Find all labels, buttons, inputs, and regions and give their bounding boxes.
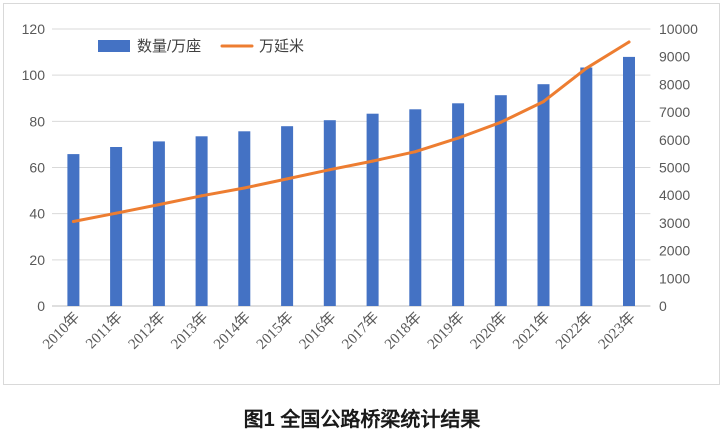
right-axis-tick-label-2000: 2000 (659, 243, 690, 259)
left-axis-tick-label-40: 40 (29, 206, 45, 222)
legend: 数量/万座 万延米 (98, 38, 304, 55)
line-point-2022 (584, 66, 588, 70)
right-axis-tick-label-4000: 4000 (659, 187, 690, 203)
chart-frame (3, 3, 720, 385)
left-axis-tick-label-100: 100 (22, 67, 46, 83)
line-point-2020 (499, 120, 503, 124)
left-axis-tick-label-0: 0 (37, 298, 45, 314)
right-axis-tick-labels: 0 1000 2000 3000 4000 5000 6000 7000 8000 9000 100… (659, 21, 698, 314)
bar-2022 (580, 67, 593, 306)
right-axis-tick-label-3000: 3000 (659, 215, 690, 231)
left-axis-tick-label-120: 120 (22, 21, 46, 37)
bar-2012 (152, 141, 165, 306)
left-axis-tick-label-80: 80 (29, 113, 45, 129)
bar-2015 (281, 126, 294, 306)
right-axis-tick-label-8000: 8000 (659, 76, 690, 92)
line-point-2013 (200, 194, 204, 198)
line-point-2011 (114, 211, 118, 215)
line-point-2019 (456, 136, 460, 140)
bar-2020 (494, 95, 507, 306)
line-point-2017 (371, 159, 375, 163)
bar-2011 (110, 147, 123, 306)
legend-label-line: 万延米 (259, 38, 304, 55)
right-axis-tick-label-7000: 7000 (659, 104, 690, 120)
left-axis-tick-label-20: 20 (29, 252, 45, 268)
bar-2013 (195, 136, 208, 306)
bar-2010 (67, 154, 80, 306)
right-axis-tick-label-9000: 9000 (659, 49, 690, 65)
bar-2019 (452, 103, 465, 306)
right-axis-tick-label-6000: 6000 (659, 132, 690, 148)
left-axis-tick-labels: 0 20 40 60 80 100 120 (22, 21, 46, 314)
bar-series (67, 56, 635, 307)
bar-2014 (238, 131, 251, 306)
right-axis-tick-label-10000: 10000 (659, 21, 698, 37)
bar-2021 (537, 84, 550, 306)
right-axis-tick-label-5000: 5000 (659, 160, 690, 176)
line-point-2023 (627, 40, 631, 44)
line-point-2010 (71, 220, 75, 223)
bar-2017 (366, 113, 379, 306)
legend-swatch-bar (98, 40, 130, 52)
left-axis-tick-label-60: 60 (29, 160, 45, 176)
line-point-2018 (413, 150, 417, 154)
line-point-2016 (328, 168, 332, 172)
line-point-2015 (285, 177, 289, 181)
right-axis-tick-label-1000: 1000 (659, 270, 690, 286)
bar-2018 (409, 109, 422, 306)
line-point-2021 (542, 100, 545, 104)
line-series-path (71, 40, 631, 223)
right-axis-tick-label-0: 0 (659, 298, 667, 314)
line-point-2012 (157, 203, 161, 207)
line-series (71, 40, 631, 223)
bar-2016 (323, 120, 336, 306)
figure-caption: 图1 全国公路桥梁统计结果 (244, 407, 481, 431)
gridlines (52, 28, 651, 307)
bar-2023 (623, 56, 635, 307)
legend-label-bar: 数量/万座 (137, 38, 201, 55)
line-point-2014 (242, 186, 246, 190)
